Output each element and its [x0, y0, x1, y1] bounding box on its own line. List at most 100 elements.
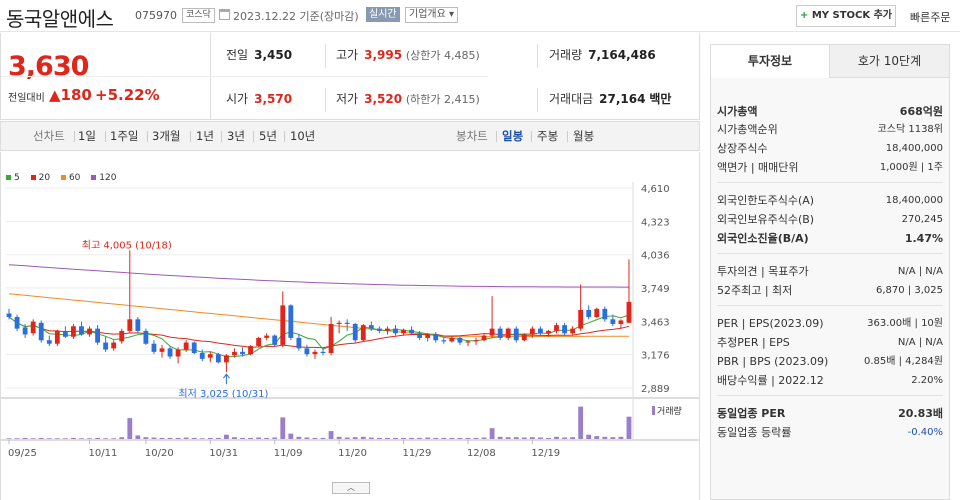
separator [284, 131, 285, 142]
candle-body [473, 340, 479, 342]
summary-divider [1, 76, 488, 77]
legend-swatch [91, 175, 97, 180]
open-price: 시가 3,570 [226, 78, 292, 121]
volume-bar [586, 434, 592, 439]
legend-ma5: 5 [6, 173, 20, 183]
info-row: 외국인한도주식수(A) 18,400,000 [717, 191, 943, 210]
info-row: 동일업종 등락률 -0.40% [717, 423, 943, 442]
candle-body [352, 323, 358, 341]
realtime-button[interactable]: 실시간 [366, 7, 400, 22]
candle-body [38, 322, 44, 341]
period-1y[interactable]: 1년 [196, 129, 214, 143]
candle-daily[interactable]: 일봉 [502, 129, 524, 143]
volume-bar [449, 437, 455, 439]
candle-body [232, 351, 237, 356]
separator [105, 131, 106, 142]
candle-body [103, 342, 109, 350]
volume-value: 7,164,486 [588, 48, 656, 62]
candle-monthly[interactable]: 월봉 [573, 129, 595, 143]
candle-body [344, 322, 350, 324]
period-1w[interactable]: 1주일 [110, 129, 139, 143]
candle-body [433, 334, 439, 341]
candle-weekly[interactable]: 주봉 [537, 129, 559, 143]
candle-body [441, 340, 447, 342]
chart-scroll-up-button[interactable]: ︿ [332, 482, 370, 494]
candle-body [465, 341, 471, 343]
volume-bar [473, 437, 479, 439]
period-3m[interactable]: 3개월 [152, 129, 181, 143]
volume-bar [352, 437, 358, 439]
period-1d[interactable]: 1일 [78, 129, 96, 143]
quick-order-link[interactable]: 빠른주문 [910, 11, 951, 24]
candle-body [22, 327, 28, 335]
candle-body [594, 308, 600, 317]
candle-body [489, 328, 495, 336]
volume-bar [401, 437, 406, 439]
separator [190, 131, 191, 142]
low-label: 저가 [336, 92, 359, 106]
stock-code: 075970 [135, 9, 177, 22]
tab-investment-info[interactable]: 투자정보 [711, 45, 830, 78]
volume-bar [497, 436, 503, 439]
info-row-value: 1.47% [904, 232, 943, 245]
legend-swatch [60, 175, 66, 180]
info-row-value: N/A | N/A [897, 337, 943, 348]
low-annotation: 최저 3,025 (10/31) [178, 388, 268, 400]
high-price: 고가 3,995 (상한가 4,485) [336, 34, 480, 77]
info-row-value: -0.40% [907, 427, 943, 438]
candlestick-chart[interactable]: 4,610 4,323 4,036 3,749 3,463 3,176 2,889 거래량 09… [1, 152, 699, 482]
info-divider [717, 182, 943, 183]
candle-body [409, 329, 415, 334]
volume-bar [119, 437, 125, 439]
separator [74, 131, 75, 142]
volume-bar [554, 436, 559, 439]
info-row-label: 외국인보유주식수(B) [717, 213, 815, 226]
trade-amount-unit: 백만 [649, 92, 672, 106]
price-chart-area: 5 20 60 120 4,610 4,323 4,036 3,749 3,463 3,1… [0, 152, 700, 500]
period-3y[interactable]: 3년 [227, 129, 245, 143]
candle-body [328, 323, 334, 354]
candle-body [546, 330, 551, 334]
volume-bar [127, 418, 133, 439]
volume-bar [546, 437, 551, 439]
candle-body [167, 348, 173, 357]
info-row-label: 상장주식수 [717, 142, 768, 155]
volume-bar [626, 416, 632, 439]
candle-body [376, 328, 382, 331]
info-row-value: 코스닥 1138위 [877, 124, 943, 135]
volume-bar [296, 436, 302, 439]
candle-body [215, 354, 221, 363]
candle-body [586, 310, 592, 317]
low-marker-arrow [223, 373, 230, 379]
period-10y[interactable]: 10년 [290, 129, 316, 143]
stock-header: 동국알앤에스 075970 코스닥 2023.12.22 기준(장마감) 실시간… [0, 0, 960, 32]
candle-body [119, 330, 125, 342]
info-divider [717, 395, 943, 396]
info-row-value: 18,400,000 [885, 195, 943, 206]
line-chart-heading: 선차트 [33, 129, 65, 143]
volume-bar [6, 438, 12, 439]
info-row: 시가총액순위 코스닥 1138위 [717, 120, 943, 139]
separator [567, 131, 568, 142]
volume-bar [30, 438, 36, 439]
info-row-value: 0.85배 | 4,284원 [863, 356, 943, 367]
y-tick-label: 2,889 [641, 384, 670, 395]
candle-body [610, 319, 616, 324]
add-mystock-button[interactable]: + MY STOCK 추가 [796, 5, 896, 27]
info-row-label: 외국인한도주식수(A) [717, 194, 815, 207]
tab-orderbook-10[interactable]: 호가 10단계 [830, 45, 949, 78]
x-tick-label: 11/09 [274, 448, 303, 459]
period-5y[interactable]: 5년 [259, 129, 277, 143]
legend-ma60-label: 60 [68, 173, 81, 183]
candle-body [505, 328, 511, 338]
candle-body [320, 351, 326, 354]
corp-overview-dropdown[interactable]: 기업개요 ▾ [405, 7, 459, 23]
y-tick-label: 4,610 [641, 184, 670, 195]
candle-body [248, 346, 253, 355]
volume-bar [151, 437, 157, 439]
separator [253, 131, 254, 142]
chevron-up-icon: ︿ [347, 483, 355, 492]
legend-ma20-label: 20 [38, 173, 51, 183]
candle-body [79, 326, 84, 335]
volume-bar [79, 438, 84, 439]
